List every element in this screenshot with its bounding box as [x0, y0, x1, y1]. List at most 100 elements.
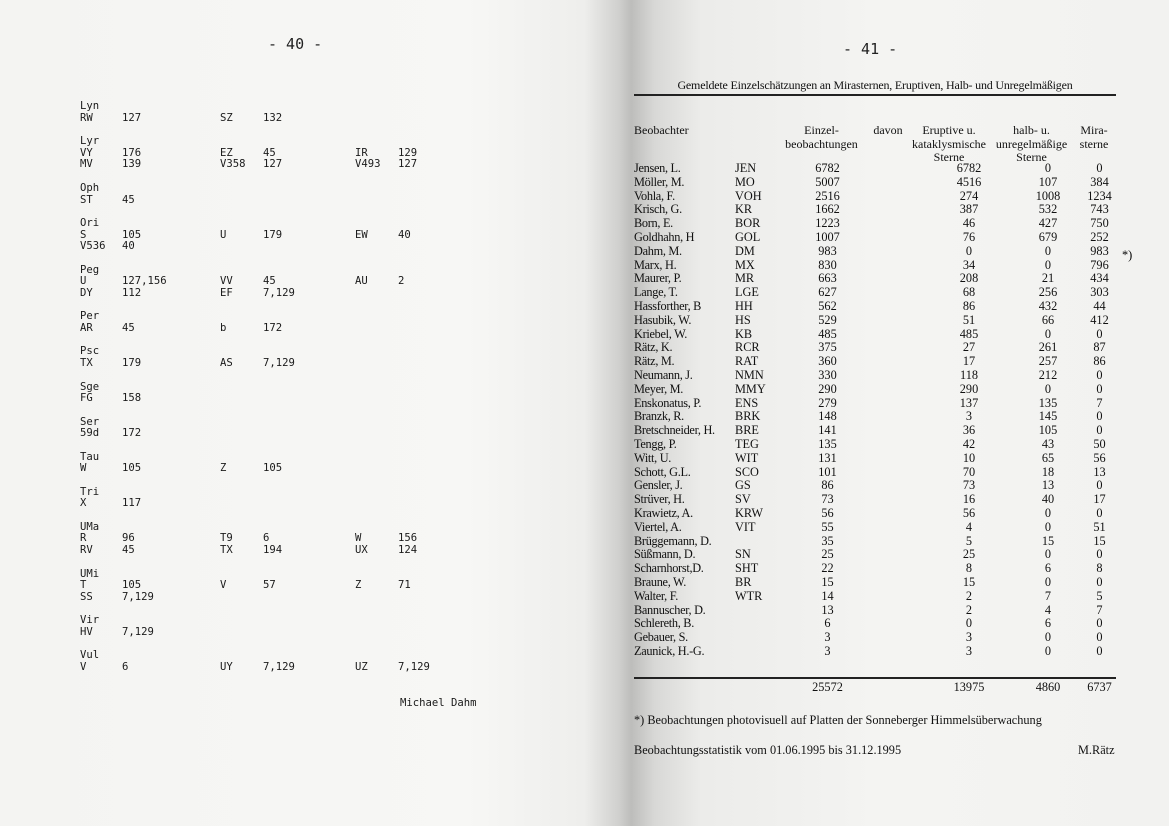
- observer-name: Schott, G.L.: [634, 464, 691, 479]
- star-designation: RW: [80, 111, 93, 124]
- observer-code: KB: [735, 326, 753, 341]
- constellation-group: Vir HV 7,129: [80, 615, 154, 638]
- constellation-group: Tau W 105 Z 105: [80, 451, 282, 475]
- observer-code: LGE: [735, 285, 759, 300]
- spacer: [865, 231, 925, 245]
- constellation-group: Peg U 127,156 VV 45 AU 2 DY 112 EF 7,129: [80, 264, 404, 300]
- spacer: [865, 438, 925, 452]
- mira-count: 17: [1093, 492, 1106, 507]
- reference-numbers: 105: [122, 228, 142, 241]
- page-number-left: - 40 -: [268, 35, 323, 53]
- reference-numbers: 179: [263, 228, 283, 241]
- observer-name: Meyer, M.: [634, 381, 684, 396]
- spacer: [865, 245, 925, 259]
- constellation-name: Tri: [80, 485, 100, 498]
- mira-count: 0: [1096, 381, 1103, 396]
- table-row: Viertel, A. VIT 55 4 0 51: [634, 519, 1116, 535]
- mira-count: 87: [1093, 340, 1106, 355]
- observer-name: Dahm, M.: [634, 243, 682, 258]
- star-row: X 117: [80, 498, 141, 510]
- star-designation: Z: [355, 579, 362, 592]
- observer-name: Bannuscher, D.: [634, 602, 706, 617]
- mira-count: 44: [1093, 298, 1106, 313]
- semi-count: 18: [1041, 464, 1055, 479]
- observer-code: VOH: [735, 188, 762, 203]
- observer-name: Marx, H.: [634, 257, 677, 272]
- mira-count: 0: [1096, 478, 1103, 493]
- observer-name: Möller, M.: [634, 174, 685, 189]
- semi-count: 0: [1044, 643, 1052, 658]
- observer-code: [735, 604, 790, 618]
- star-designation: U: [220, 228, 227, 241]
- observer-name: Viertel, A.: [634, 519, 682, 534]
- semi-count: 0: [1044, 257, 1052, 272]
- observer-code: BR: [735, 574, 752, 589]
- table-row: Schlereth, B. 6 0 6 0: [634, 616, 1116, 631]
- total-single: 25572: [812, 679, 843, 694]
- semi-count: 15: [1041, 533, 1055, 548]
- reference-numbers: 117: [122, 497, 142, 510]
- observer-name: Maurer, P.: [634, 271, 682, 286]
- spacer: [865, 562, 925, 576]
- observer-name: Rätz, M.: [634, 354, 675, 369]
- table-row: Neumann, J. NMN 330 118 212 0: [634, 367, 1116, 383]
- mira-count: 384: [1090, 174, 1109, 189]
- observer-name: Brüggemann, D.: [634, 533, 712, 548]
- reference-numbers: 7,129: [263, 661, 295, 673]
- observer-name: Branzk, R.: [634, 409, 684, 424]
- eruptive-count: 3: [965, 643, 973, 658]
- eruptive-count: 16: [962, 492, 976, 507]
- mira-count: 412: [1090, 312, 1109, 327]
- semi-count: 257: [1038, 354, 1058, 369]
- star-row: TX 179 AS 7,129: [80, 357, 295, 370]
- spacer: [865, 272, 925, 286]
- reference-numbers: 6: [122, 661, 129, 673]
- star-row: V 6 UY 7,129 UZ 7,129: [80, 661, 430, 674]
- single-count: 1662: [815, 202, 840, 217]
- reference-numbers: 127,156: [122, 275, 167, 288]
- star-row: 59d 172: [80, 428, 141, 440]
- single-count: 55: [821, 519, 834, 534]
- mira-count: 434: [1090, 271, 1109, 286]
- spacer: [865, 259, 925, 273]
- spacer: [865, 397, 925, 411]
- observer-code: NMN: [735, 367, 764, 382]
- mira-count: 0: [1096, 643, 1103, 658]
- mira-count: 86: [1093, 354, 1106, 369]
- semi-count: 532: [1038, 202, 1058, 217]
- eruptive-count: 34: [962, 257, 976, 272]
- star-designation: HV: [80, 625, 93, 638]
- single-count: 983: [818, 243, 837, 258]
- total-eruptive: 13975: [953, 679, 985, 694]
- spacer: [865, 452, 925, 466]
- eruptive-count: 4: [965, 519, 973, 534]
- semi-count: 427: [1038, 216, 1058, 231]
- single-count: 2516: [815, 188, 840, 203]
- observer-code: MO: [735, 174, 755, 189]
- observer-code: SCO: [735, 464, 759, 479]
- total-mira: 6737: [1087, 679, 1112, 694]
- reference-numbers: 112: [122, 287, 142, 299]
- reference-numbers: 45: [263, 146, 276, 159]
- table-row: Enskonatus, P. ENS 279 137 135 7: [634, 396, 1116, 411]
- mira-count: 743: [1090, 202, 1109, 217]
- table-row: Jensen, L. JEN 6782 6782 0 0: [634, 161, 1116, 176]
- reference-numbers: 45: [122, 322, 135, 335]
- spacer: [865, 383, 925, 397]
- reference-numbers: 105: [122, 579, 142, 592]
- single-count: 6782: [815, 161, 840, 175]
- semi-count: 0: [1044, 381, 1052, 396]
- observer-name: Krawietz, A.: [634, 505, 693, 520]
- mira-count: 0: [1096, 367, 1103, 382]
- header-single: Einzel- beobachtungen: [785, 123, 858, 151]
- single-count: 86: [821, 478, 834, 493]
- semi-count: 0: [1044, 574, 1052, 589]
- observer-name: Vohla, F.: [634, 188, 675, 203]
- table-row: Bretschneider, H. BRE 141 36 105 0: [634, 423, 1116, 438]
- star-designation: T9: [220, 532, 233, 545]
- star-designation: T: [80, 579, 87, 592]
- mira-count: 0: [1096, 616, 1103, 631]
- reference-numbers: 179: [122, 357, 142, 370]
- semi-count: 0: [1044, 519, 1052, 534]
- reference-numbers: 45: [263, 275, 276, 288]
